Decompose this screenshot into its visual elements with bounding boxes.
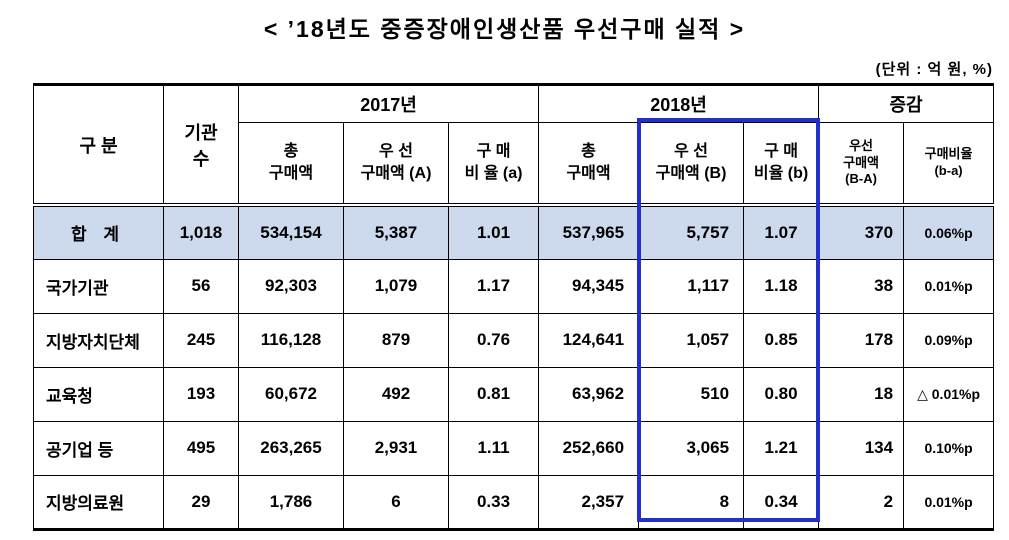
cell-2018-total: 252,660 (538, 420, 640, 476)
col-header-2017-ratio: 구 매 비 율 (a) (447, 122, 540, 207)
cell-org-count: 29 (163, 474, 239, 530)
cell-2017-priority: 1,079 (343, 258, 449, 314)
cell-2018-priority: 1,057 (638, 312, 745, 368)
cell-2017-ratio: 1.17 (447, 258, 540, 314)
cell-2018-total: 124,641 (538, 312, 640, 368)
cell-ratio-diff: 0.09%p (903, 312, 995, 368)
cell-2018-ratio: 1.18 (743, 258, 820, 314)
col-header-2018-ratio: 구 매 비율 (b) (743, 122, 820, 207)
cell-2017-ratio: 0.81 (447, 366, 540, 422)
cell-priority-diff: 178 (818, 312, 905, 368)
unit-note: (단위 : 억 원, %) (875, 61, 993, 78)
cell-2017-total: 92,303 (238, 258, 344, 314)
priority-purchase-table: 구 분 기관 수 2017년 2018년 증감 총 구매액 우 선 구매액 (A… (33, 83, 995, 531)
cell-2018-total: 94,345 (538, 258, 640, 314)
page: < ’18년도 중증장애인생산품 우선구매 실적 > (단위 : 억 원, %)… (0, 10, 1009, 531)
cell-2017-total: 534,154 (238, 204, 344, 260)
cell-2018-total: 537,965 (538, 204, 640, 260)
row-label: 공기업 등 (33, 420, 164, 476)
cell-2017-priority: 492 (343, 366, 449, 422)
col-header-2017-total: 총 구매액 (238, 122, 344, 207)
col-header-2018: 2018년 (538, 84, 820, 123)
cell-priority-diff: 370 (818, 204, 905, 260)
table-row-local-gov: 지방자치단체 245 116,128 879 0.76 124,641 1,05… (33, 312, 995, 368)
cell-2018-total: 2,357 (538, 474, 640, 530)
cell-2017-total: 60,672 (238, 366, 344, 422)
cell-2017-ratio: 0.76 (447, 312, 540, 368)
cell-2017-priority: 6 (343, 474, 449, 530)
cell-org-count: 245 (163, 312, 239, 368)
col-header-change: 증감 (818, 84, 995, 123)
table-row-education: 교육청 193 60,672 492 0.81 63,962 510 0.80 … (33, 366, 995, 422)
cell-2017-total: 263,265 (238, 420, 344, 476)
col-header-priority-diff: 우선 구매액 (B-A) (818, 122, 905, 207)
cell-2018-priority: 5,757 (638, 204, 745, 260)
col-header-2017: 2017년 (237, 84, 540, 123)
table-row-medical-center: 지방의료원 29 1,786 6 0.33 2,357 8 0.34 2 0.0… (33, 474, 995, 530)
cell-ratio-diff: △ 0.01%p (903, 366, 995, 422)
row-label: 국가기관 (33, 258, 164, 314)
cell-2017-ratio: 0.33 (447, 474, 540, 530)
row-label: 교육청 (33, 366, 164, 422)
cell-org-count: 56 (163, 258, 239, 314)
col-header-2018-priority: 우 선 구매액 (B) (638, 122, 745, 207)
cell-2018-total: 63,962 (538, 366, 640, 422)
cell-2018-ratio: 0.85 (743, 312, 820, 368)
cell-2017-total: 1,786 (238, 474, 344, 530)
cell-org-count: 495 (163, 420, 239, 476)
cell-2017-ratio: 1.11 (447, 420, 540, 476)
cell-org-count: 1,018 (163, 204, 239, 260)
col-header-2018-total: 총 구매액 (538, 122, 640, 207)
cell-org-count: 193 (163, 366, 239, 422)
row-label: 지방자치단체 (33, 312, 164, 368)
cell-2018-ratio: 1.21 (743, 420, 820, 476)
col-header-gubun: 구 분 (33, 84, 164, 207)
cell-ratio-diff: 0.10%p (903, 420, 995, 476)
cell-priority-diff: 2 (818, 474, 905, 530)
cell-ratio-diff: 0.06%p (903, 204, 995, 260)
cell-ratio-diff: 0.01%p (903, 258, 995, 314)
table-row-total: 합 계 1,018 534,154 5,387 1.01 537,965 5,7… (33, 204, 995, 260)
cell-2017-total: 116,128 (238, 312, 344, 368)
cell-2018-priority: 1,117 (638, 258, 745, 314)
col-header-ratio-diff: 구매비율 (b-a) (903, 122, 995, 207)
cell-2018-priority: 3,065 (638, 420, 745, 476)
cell-priority-diff: 38 (818, 258, 905, 314)
cell-priority-diff: 134 (818, 420, 905, 476)
cell-priority-diff: 18 (818, 366, 905, 422)
cell-2017-priority: 879 (343, 312, 449, 368)
cell-2018-ratio: 0.80 (743, 366, 820, 422)
cell-2018-priority: 510 (638, 366, 745, 422)
cell-2017-priority: 5,387 (343, 204, 449, 260)
row-label: 합 계 (33, 204, 164, 260)
row-label: 지방의료원 (33, 474, 164, 530)
cell-ratio-diff: 0.01%p (903, 474, 995, 530)
table-wrap: 구 분 기관 수 2017년 2018년 증감 총 구매액 우 선 구매액 (A… (33, 83, 995, 531)
table-row-national: 국가기관 56 92,303 1,079 1.17 94,345 1,117 1… (33, 258, 995, 314)
cell-2018-ratio: 1.07 (743, 204, 820, 260)
page-title: < ’18년도 중증장애인생산품 우선구매 실적 > (263, 16, 746, 42)
cell-2017-ratio: 1.01 (447, 204, 540, 260)
cell-2018-priority: 8 (638, 474, 745, 530)
col-header-2017-priority: 우 선 구매액 (A) (343, 122, 449, 207)
col-header-org-count: 기관 수 (163, 84, 239, 207)
cell-2017-priority: 2,931 (343, 420, 449, 476)
table-row-public-corp: 공기업 등 495 263,265 2,931 1.11 252,660 3,0… (33, 420, 995, 476)
cell-2018-ratio: 0.34 (743, 474, 820, 530)
